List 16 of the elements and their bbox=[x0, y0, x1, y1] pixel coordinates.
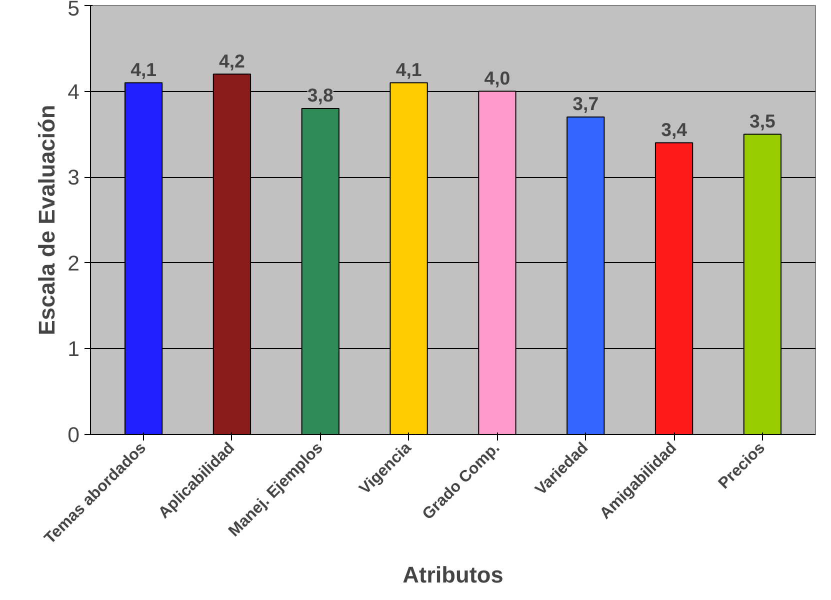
y-tick-label: 1 bbox=[68, 337, 80, 362]
data-label: 4,0 bbox=[484, 67, 510, 88]
data-label: 3,8 bbox=[307, 84, 334, 106]
data-label: 4,1 bbox=[130, 58, 157, 80]
y-tick-label: 3 bbox=[68, 166, 80, 190]
y-tick-label: 0 bbox=[68, 423, 80, 447]
y-axis-title: Escala de Evaluación bbox=[34, 104, 60, 336]
y-tick-label: 2 bbox=[68, 251, 80, 276]
y-tick-label: 4 bbox=[68, 80, 80, 104]
data-label: 3,4 bbox=[661, 118, 688, 140]
data-label: 4,2 bbox=[218, 50, 245, 72]
y-tick-label: 5 bbox=[68, 0, 80, 20]
data-label: 4,1 bbox=[396, 58, 422, 80]
data-label: 3,5 bbox=[749, 110, 776, 132]
x-axis-title: Atributos bbox=[402, 562, 504, 588]
data-label: 3,7 bbox=[572, 93, 599, 114]
